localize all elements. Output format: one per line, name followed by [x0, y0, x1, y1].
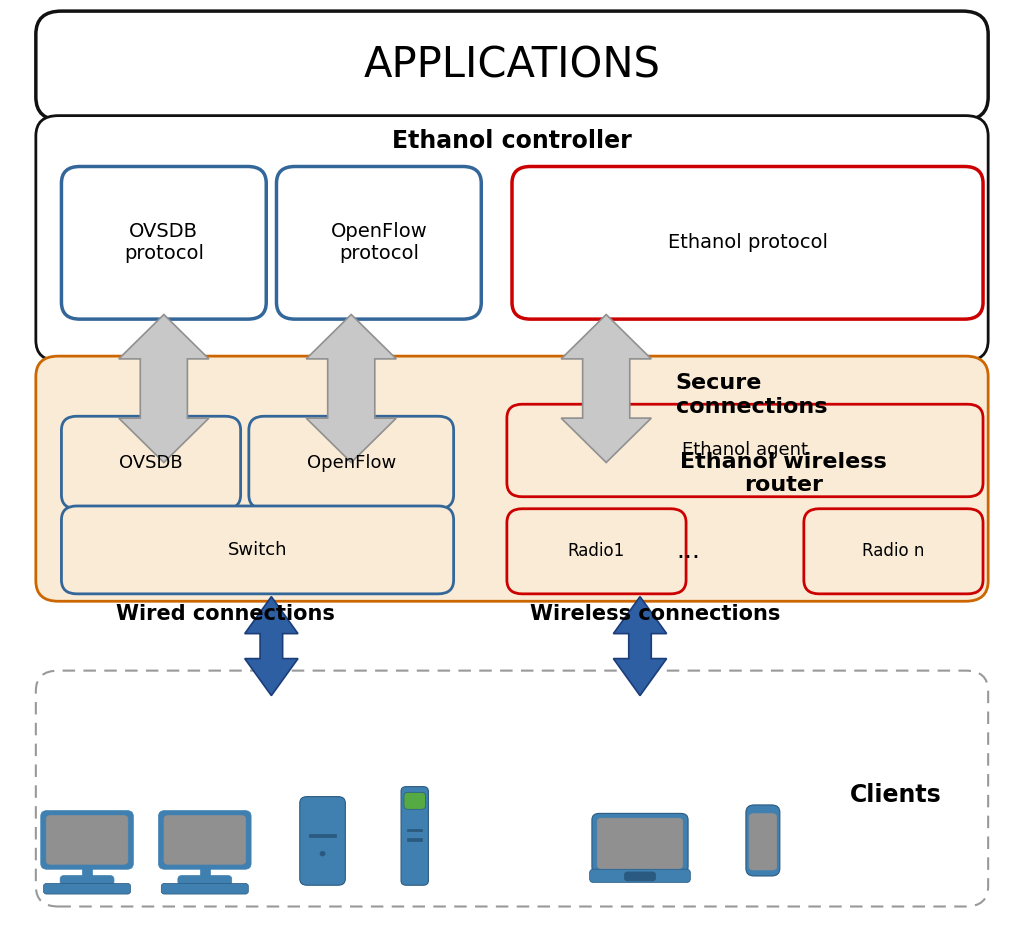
Text: Radio1: Radio1 [568, 542, 625, 561]
FancyBboxPatch shape [512, 166, 983, 319]
FancyBboxPatch shape [507, 509, 686, 594]
Polygon shape [561, 314, 651, 462]
FancyBboxPatch shape [178, 876, 231, 885]
FancyBboxPatch shape [249, 416, 454, 509]
Text: Ethanol protocol: Ethanol protocol [668, 233, 827, 253]
Text: OVSDB: OVSDB [119, 453, 183, 472]
FancyBboxPatch shape [745, 805, 780, 876]
Text: Ethanol agent: Ethanol agent [682, 441, 808, 460]
Text: OpenFlow: OpenFlow [306, 453, 396, 472]
FancyBboxPatch shape [590, 870, 690, 882]
Polygon shape [306, 314, 396, 462]
Bar [408, 838, 422, 841]
Bar [408, 829, 422, 832]
FancyBboxPatch shape [36, 356, 988, 601]
Text: Secure
connections: Secure connections [676, 374, 827, 416]
FancyBboxPatch shape [60, 876, 114, 885]
Text: OpenFlow
protocol: OpenFlow protocol [331, 222, 427, 264]
Polygon shape [613, 597, 667, 696]
FancyBboxPatch shape [41, 810, 133, 869]
Text: APPLICATIONS: APPLICATIONS [364, 44, 660, 87]
FancyBboxPatch shape [61, 506, 454, 594]
Bar [309, 833, 336, 837]
FancyBboxPatch shape [592, 813, 688, 873]
FancyBboxPatch shape [507, 404, 983, 497]
FancyBboxPatch shape [43, 883, 131, 894]
Circle shape [321, 852, 325, 856]
FancyBboxPatch shape [276, 166, 481, 319]
FancyBboxPatch shape [401, 786, 428, 885]
FancyBboxPatch shape [164, 816, 246, 864]
Bar [200, 867, 210, 878]
FancyBboxPatch shape [403, 793, 426, 809]
Text: Ethanol wireless
router: Ethanol wireless router [680, 452, 887, 495]
FancyBboxPatch shape [61, 166, 266, 319]
FancyBboxPatch shape [750, 814, 776, 870]
FancyBboxPatch shape [36, 11, 988, 120]
FancyBboxPatch shape [804, 509, 983, 594]
FancyBboxPatch shape [36, 116, 988, 361]
Bar [82, 867, 92, 878]
Text: Ethanol controller: Ethanol controller [392, 129, 632, 153]
Text: Radio n: Radio n [862, 542, 925, 561]
Text: Wired connections: Wired connections [116, 604, 335, 624]
FancyBboxPatch shape [36, 671, 988, 906]
Text: Clients: Clients [850, 783, 942, 808]
Text: ...: ... [676, 539, 700, 563]
FancyBboxPatch shape [46, 816, 128, 864]
Text: OVSDB
protocol: OVSDB protocol [124, 222, 204, 264]
FancyBboxPatch shape [162, 883, 248, 894]
FancyBboxPatch shape [61, 416, 241, 509]
FancyBboxPatch shape [300, 796, 345, 885]
Polygon shape [245, 597, 298, 696]
Text: Wireless connections: Wireless connections [530, 604, 780, 624]
FancyBboxPatch shape [597, 819, 683, 869]
FancyBboxPatch shape [159, 810, 251, 869]
Text: Switch: Switch [227, 541, 288, 559]
FancyBboxPatch shape [625, 872, 655, 881]
Polygon shape [119, 314, 209, 462]
